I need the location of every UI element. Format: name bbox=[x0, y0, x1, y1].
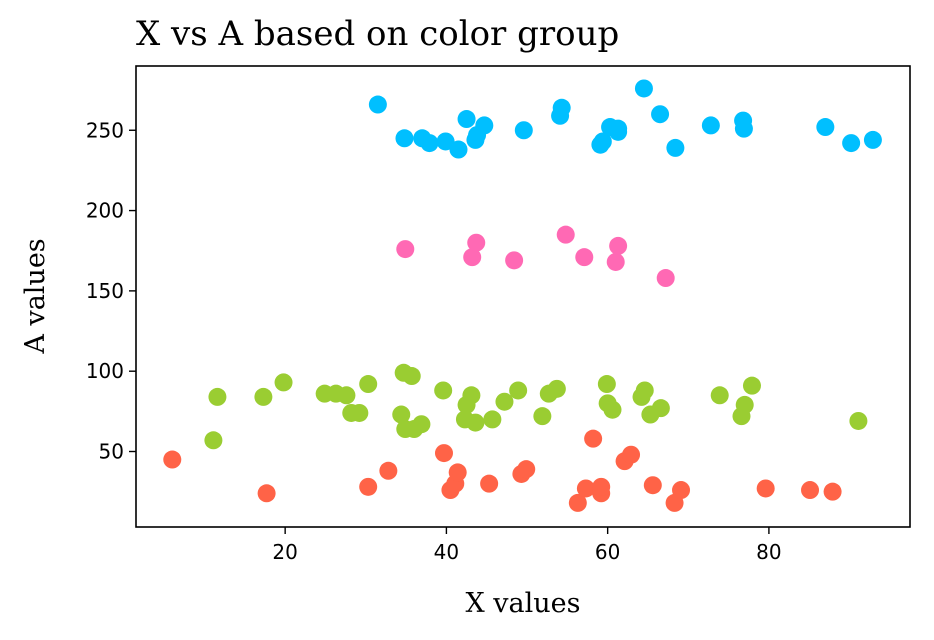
y-tick-label: 150 bbox=[86, 279, 124, 303]
data-point bbox=[592, 477, 611, 496]
data-point bbox=[609, 236, 628, 255]
data-point bbox=[533, 407, 552, 426]
data-point bbox=[651, 399, 670, 418]
data-point bbox=[379, 461, 398, 480]
data-point bbox=[552, 98, 571, 117]
data-point bbox=[257, 484, 276, 503]
data-point bbox=[756, 479, 775, 498]
data-point bbox=[434, 444, 453, 463]
data-point bbox=[801, 481, 820, 500]
x-axis: 20 40 60 80 bbox=[272, 527, 782, 564]
data-point bbox=[863, 130, 882, 149]
data-point bbox=[509, 381, 528, 400]
data-point bbox=[666, 138, 685, 157]
data-point bbox=[816, 118, 835, 137]
data-point bbox=[635, 381, 654, 400]
data-point bbox=[449, 140, 468, 159]
data-point bbox=[462, 386, 481, 405]
x-axis-label: X values bbox=[465, 588, 580, 619]
chart-title: X vs A based on color group bbox=[136, 14, 620, 54]
data-point bbox=[483, 410, 502, 429]
data-point bbox=[609, 119, 628, 138]
data-point bbox=[568, 493, 587, 512]
data-point bbox=[735, 395, 754, 414]
data-point bbox=[651, 105, 670, 124]
data-point bbox=[463, 248, 482, 267]
data-point bbox=[597, 375, 616, 394]
data-point bbox=[457, 110, 476, 129]
data-point bbox=[701, 116, 720, 135]
data-point bbox=[575, 248, 594, 267]
data-point bbox=[849, 411, 868, 430]
data-point bbox=[634, 79, 653, 98]
data-point bbox=[359, 477, 378, 496]
data-point bbox=[359, 375, 378, 394]
data-point bbox=[368, 95, 387, 114]
y-axis-label: A values bbox=[20, 238, 51, 354]
y-tick-label: 50 bbox=[99, 440, 124, 464]
data-point bbox=[208, 387, 227, 406]
x-tick-label: 80 bbox=[756, 540, 781, 564]
data-point bbox=[420, 134, 439, 153]
data-point bbox=[823, 482, 842, 501]
data-point bbox=[402, 367, 421, 386]
data-point bbox=[495, 392, 514, 411]
data-point bbox=[396, 240, 415, 259]
data-points bbox=[163, 79, 882, 512]
y-axis: 50 100 150 200 250 bbox=[86, 118, 136, 464]
data-point bbox=[842, 134, 861, 153]
data-point bbox=[742, 376, 761, 395]
x-tick-label: 40 bbox=[434, 540, 459, 564]
data-point bbox=[606, 252, 625, 271]
data-point bbox=[710, 386, 729, 405]
data-point bbox=[643, 476, 662, 495]
data-point bbox=[254, 387, 273, 406]
data-point bbox=[466, 413, 485, 432]
data-point bbox=[448, 463, 467, 482]
data-point bbox=[505, 251, 524, 270]
data-point bbox=[274, 373, 293, 392]
data-point bbox=[436, 132, 455, 151]
data-point bbox=[603, 400, 622, 419]
data-point bbox=[517, 460, 536, 479]
data-point bbox=[480, 474, 499, 493]
data-point bbox=[163, 450, 182, 469]
data-point bbox=[395, 129, 414, 148]
data-point bbox=[672, 481, 691, 500]
plot-frame bbox=[135, 65, 911, 528]
data-point bbox=[584, 429, 603, 448]
data-point bbox=[475, 116, 494, 135]
data-point bbox=[337, 386, 356, 405]
y-tick-label: 250 bbox=[86, 118, 124, 142]
x-tick-label: 20 bbox=[272, 540, 297, 564]
data-point bbox=[514, 121, 533, 140]
data-point bbox=[392, 405, 411, 424]
data-point bbox=[656, 269, 675, 288]
data-point bbox=[593, 132, 612, 151]
data-point bbox=[467, 233, 486, 252]
data-point bbox=[412, 415, 431, 434]
data-point bbox=[734, 119, 753, 138]
data-point bbox=[622, 445, 641, 464]
y-tick-label: 100 bbox=[86, 359, 124, 383]
x-tick-label: 60 bbox=[595, 540, 620, 564]
data-point bbox=[556, 225, 575, 244]
data-point bbox=[547, 379, 566, 398]
y-tick-label: 200 bbox=[86, 199, 124, 223]
data-point bbox=[204, 431, 223, 450]
data-point bbox=[350, 403, 369, 422]
data-point bbox=[576, 479, 595, 498]
data-point bbox=[434, 381, 453, 400]
